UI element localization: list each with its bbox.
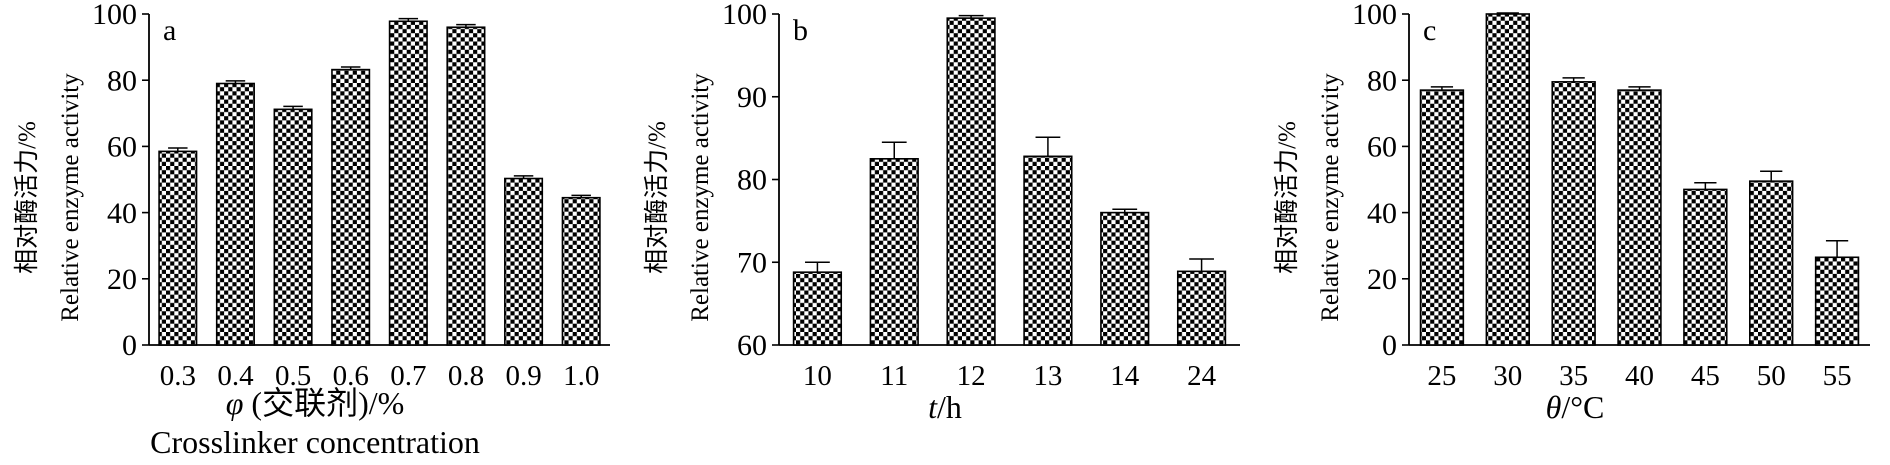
svg-text:60: 60 <box>737 329 767 362</box>
svg-text:0: 0 <box>122 329 137 362</box>
svg-text:80: 80 <box>737 164 767 197</box>
svg-text:0: 0 <box>1382 329 1397 362</box>
svg-text:c: c <box>1423 14 1436 47</box>
svg-text:40: 40 <box>1367 197 1397 230</box>
svg-text:40: 40 <box>107 197 137 230</box>
svg-text:100: 100 <box>92 0 137 31</box>
svg-text:60: 60 <box>107 131 137 164</box>
svg-text:80: 80 <box>1367 64 1397 97</box>
svg-text:a: a <box>163 14 176 47</box>
svg-text:60: 60 <box>1367 131 1397 164</box>
svg-text:80: 80 <box>107 64 137 97</box>
svg-text:20: 20 <box>107 263 137 296</box>
svg-text:100: 100 <box>1352 0 1397 31</box>
svg-text:70: 70 <box>737 246 767 279</box>
svg-text:100: 100 <box>722 0 767 31</box>
svg-text:90: 90 <box>737 81 767 114</box>
svg-text:b: b <box>793 14 808 47</box>
svg-text:20: 20 <box>1367 263 1397 296</box>
